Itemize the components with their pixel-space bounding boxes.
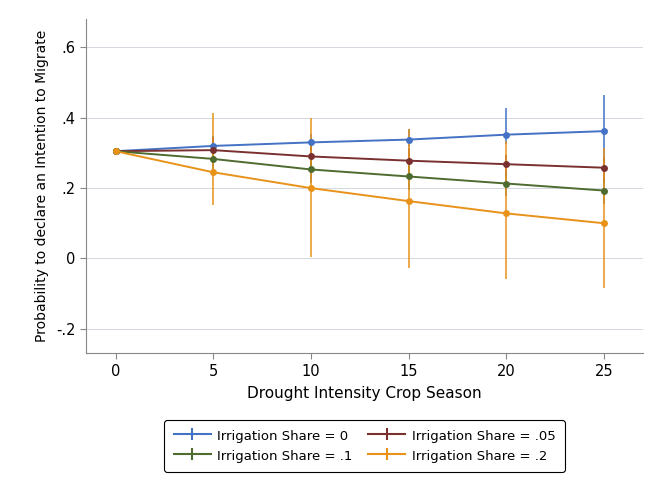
- Y-axis label: Probability to declare an Intention to Migrate: Probability to declare an Intention to M…: [35, 30, 49, 343]
- Legend: Irrigation Share = 0, Irrigation Share = .1, Irrigation Share = .05, Irrigation : Irrigation Share = 0, Irrigation Share =…: [164, 420, 565, 472]
- X-axis label: Drought Intensity Crop Season: Drought Intensity Crop Season: [247, 386, 482, 401]
